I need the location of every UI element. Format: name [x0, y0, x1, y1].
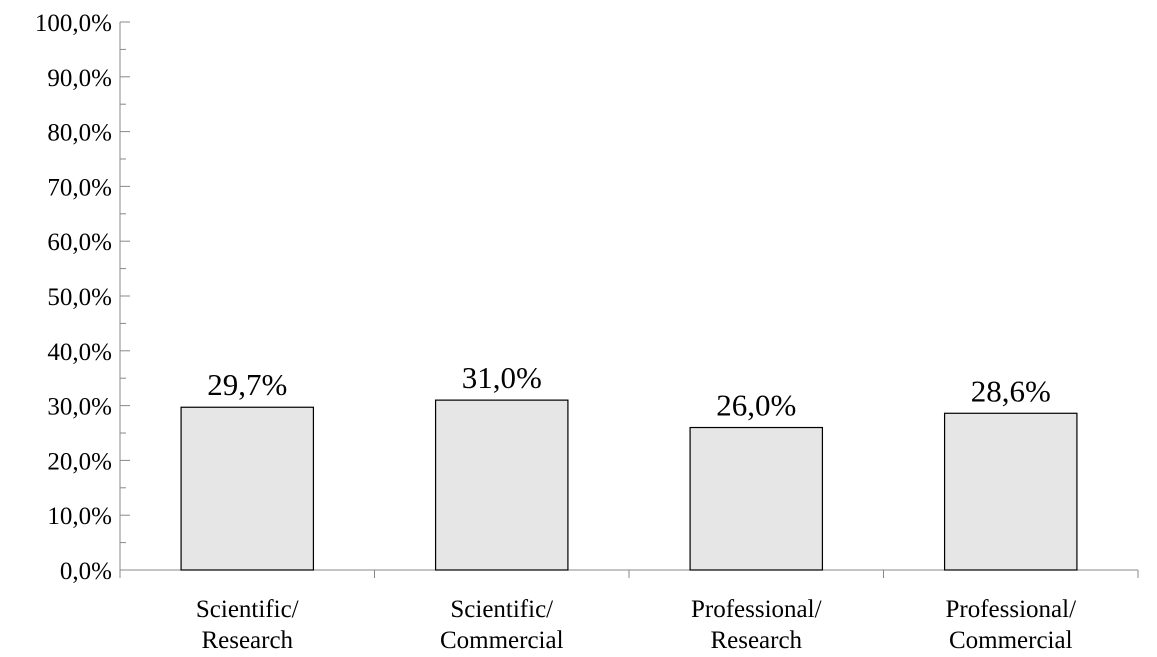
y-tick-label: 50,0%: [47, 284, 112, 311]
y-tick-label: 70,0%: [47, 174, 112, 201]
x-category-label: Professional/: [691, 596, 822, 623]
bar: [689, 426, 824, 571]
y-tick-label: 90,0%: [47, 65, 112, 92]
bars: [180, 399, 1078, 571]
x-category-label: Scientific/: [450, 596, 553, 623]
y-tick-label: 40,0%: [47, 339, 112, 366]
y-tick-label: 60,0%: [47, 229, 112, 256]
x-category-label: Scientific/: [196, 596, 299, 623]
x-axis: [119, 569, 1139, 578]
x-category-label: Professional/: [945, 596, 1076, 623]
bar: [434, 399, 569, 571]
y-tick-label: 0,0%: [60, 558, 112, 585]
x-category-label: Commercial: [440, 627, 564, 654]
bar: [180, 406, 315, 571]
y-tick-label: 80,0%: [47, 120, 112, 147]
data-label: 28,6%: [971, 373, 1051, 408]
y-tick-label: 30,0%: [47, 394, 112, 421]
data-label: 31,0%: [462, 360, 542, 395]
x-category-label: Research: [710, 627, 802, 654]
bar: [943, 412, 1078, 571]
y-tick-label: 10,0%: [47, 503, 112, 530]
data-labels: 29,7% 31,0% 26,0% 28,6%: [207, 360, 1051, 422]
x-category-label: Commercial: [949, 627, 1073, 654]
y-tick-label: 100,0%: [35, 10, 112, 37]
x-category-label: Research: [201, 627, 293, 654]
y-axis: 0,0% 10,0% 20,0% 30,0% 40,0% 50,0% 60,0% 70,0% 8…: [35, 10, 130, 585]
data-label: 26,0%: [716, 388, 796, 423]
data-label: 29,7%: [207, 367, 287, 402]
category-labels: Scientific/Research Scientific/Commercial…: [196, 596, 1076, 654]
y-tick-label: 20,0%: [47, 448, 112, 475]
